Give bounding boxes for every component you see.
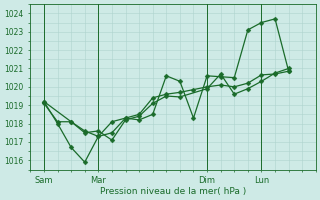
X-axis label: Pression niveau de la mer( hPa ): Pression niveau de la mer( hPa ) (100, 187, 246, 196)
